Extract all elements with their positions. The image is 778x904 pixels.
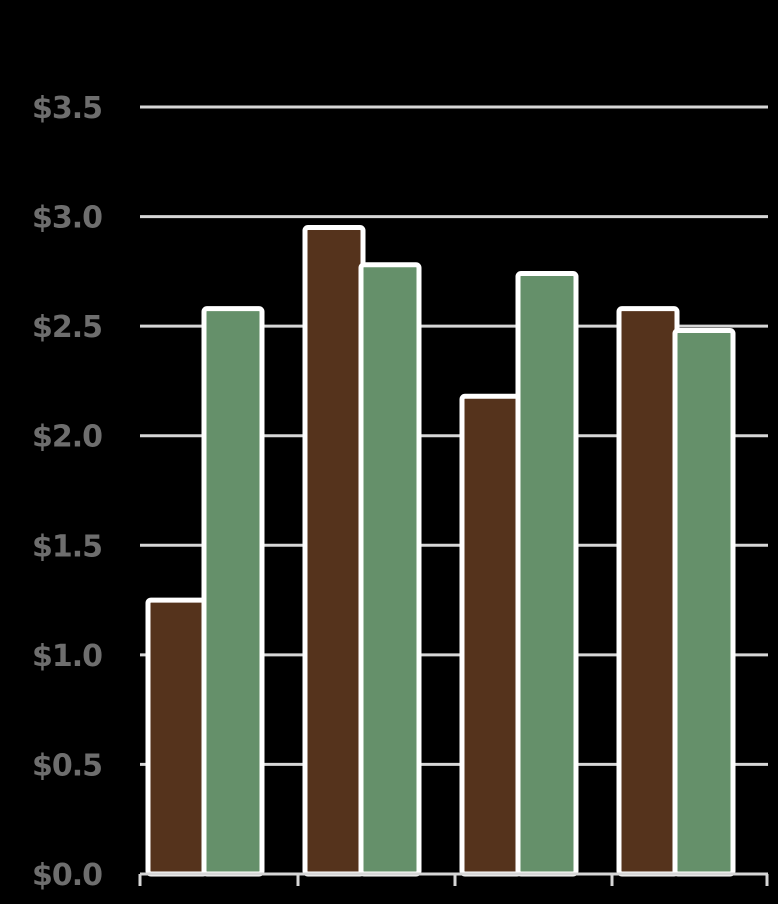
y-tick-label: $0.0	[32, 858, 102, 893]
bar-series-2	[358, 262, 422, 877]
bar-series-2	[201, 306, 265, 877]
y-tick-label: $3.0	[32, 201, 102, 236]
y-tick-label: $1.0	[32, 639, 102, 674]
y-axis-tick-labels: $0.0 $0.5 $1.0 $1.5 $2.0 $2.5 $3.0 $3.5	[32, 91, 103, 893]
y-tick-label: $2.0	[32, 420, 102, 455]
y-tick-label: $0.5	[32, 748, 102, 783]
y-tick-label: $2.5	[32, 310, 102, 345]
bar-series-1	[145, 597, 209, 877]
x-axis	[138, 872, 769, 886]
bar-series-2	[515, 271, 579, 877]
bar-series-2	[672, 328, 736, 877]
y-tick-label: $3.5	[32, 91, 102, 126]
y-tick-label: $1.5	[32, 529, 102, 564]
bars	[145, 225, 736, 877]
bar-series-1	[616, 306, 680, 877]
bar-series-1	[459, 393, 523, 877]
bar-series-1	[302, 225, 366, 877]
